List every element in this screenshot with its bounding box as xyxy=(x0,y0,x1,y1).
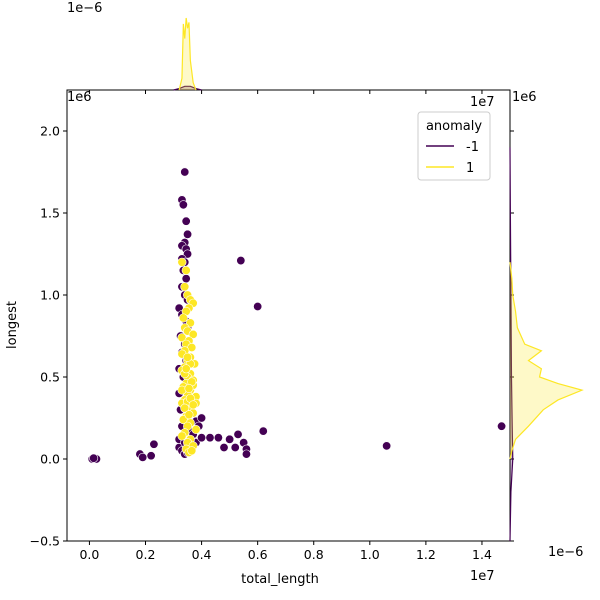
scatter-point xyxy=(187,446,197,456)
legend-label-anomaly-1: 1 xyxy=(466,161,474,176)
marginal-y-density xyxy=(509,90,584,542)
x-tick-label: 1.2 xyxy=(416,547,436,562)
marginal-y-curve xyxy=(509,147,514,542)
x-tick-label: 1.4 xyxy=(472,547,492,562)
x-axis-ticks: 0.0 0.2 0.4 0.6 0.8 1.0 1.2 1.4 xyxy=(79,90,492,562)
scatter-point xyxy=(191,424,201,434)
scatter-point xyxy=(225,434,235,444)
legend-title: anomaly xyxy=(426,119,482,134)
legend: anomaly -1 1 xyxy=(417,111,491,181)
scatter-point xyxy=(253,301,263,311)
scatter-point xyxy=(184,410,194,420)
scatter-point xyxy=(258,426,268,436)
scatter-point xyxy=(241,449,251,459)
scatter-point xyxy=(183,249,193,259)
x-tick-label: 0.6 xyxy=(248,547,268,562)
scatter-point xyxy=(180,403,190,413)
scatter-point xyxy=(219,443,229,453)
scatter-point xyxy=(183,229,193,239)
scatter-point xyxy=(185,318,195,328)
x-tick-label: 0.4 xyxy=(192,547,212,562)
y-tick-label: 0.0 xyxy=(40,452,60,467)
scatter-point xyxy=(230,443,240,453)
marginal-x-fill xyxy=(173,86,202,90)
scatter-point xyxy=(197,413,207,423)
scatter-point xyxy=(188,400,198,410)
x-tick-label: 1.0 xyxy=(360,547,380,562)
scatter-point xyxy=(233,429,243,439)
marginal-x-offset-label: 1e−6 xyxy=(67,1,102,16)
scatter-point xyxy=(180,167,190,177)
scatter-points xyxy=(87,167,507,464)
scatter-point xyxy=(181,216,191,226)
scatter-point xyxy=(146,451,156,461)
scatter-point xyxy=(181,265,191,275)
scatter-point xyxy=(178,200,188,210)
x-offset-label: 1e7 xyxy=(470,569,495,584)
scatter-point xyxy=(89,453,99,463)
x-axis-label: total_length xyxy=(241,572,319,587)
x-tick-label: 0.2 xyxy=(136,547,156,562)
y-tick-label: −0.5 xyxy=(30,534,60,549)
y-tick-label: 1.0 xyxy=(40,288,60,303)
scatter-point xyxy=(183,352,193,362)
x-tick-label: 0.0 xyxy=(79,547,99,562)
y-tick-label: 2.0 xyxy=(40,124,60,139)
scatter-point xyxy=(181,274,191,284)
scatter-point xyxy=(181,364,191,374)
scatter-point xyxy=(180,282,190,292)
marginal-y-curve xyxy=(509,262,584,460)
marginal-y-bottom-offset-label: 1e−6 xyxy=(548,545,583,560)
scatter-point xyxy=(236,256,246,266)
y-tick-label: 0.5 xyxy=(40,370,60,385)
scatter-point xyxy=(138,452,148,462)
y-tick-label: 1.5 xyxy=(40,206,60,221)
scatter-point xyxy=(205,433,215,443)
y-axis-label: longest xyxy=(5,301,20,349)
scatter-point xyxy=(177,431,187,441)
scatter-point xyxy=(177,257,187,267)
x-offset-top-label: 1e7 xyxy=(470,95,495,110)
marginal-x-curve xyxy=(173,85,202,91)
marginal-y-fill xyxy=(510,262,582,459)
marginal-y-top-offset-label: 1e6 xyxy=(512,90,537,105)
legend-label-anomaly-neg1: -1 xyxy=(466,140,479,155)
scatter-point xyxy=(178,313,188,323)
scatter-point xyxy=(188,329,198,339)
y-axis-ticks: −0.5 0.0 0.5 1.0 1.5 2.0 xyxy=(30,124,514,549)
marginal-x-density xyxy=(67,17,510,91)
scatter-point xyxy=(197,433,207,443)
y-offset-label: 1e6 xyxy=(67,90,92,105)
marginal-x-curve xyxy=(178,17,197,91)
x-tick-label: 0.8 xyxy=(304,547,324,562)
scatter-point xyxy=(213,433,223,443)
scatter-point xyxy=(184,383,194,393)
scatter-point xyxy=(382,441,392,451)
scatter-point xyxy=(149,439,159,449)
scatter-point xyxy=(497,421,507,431)
